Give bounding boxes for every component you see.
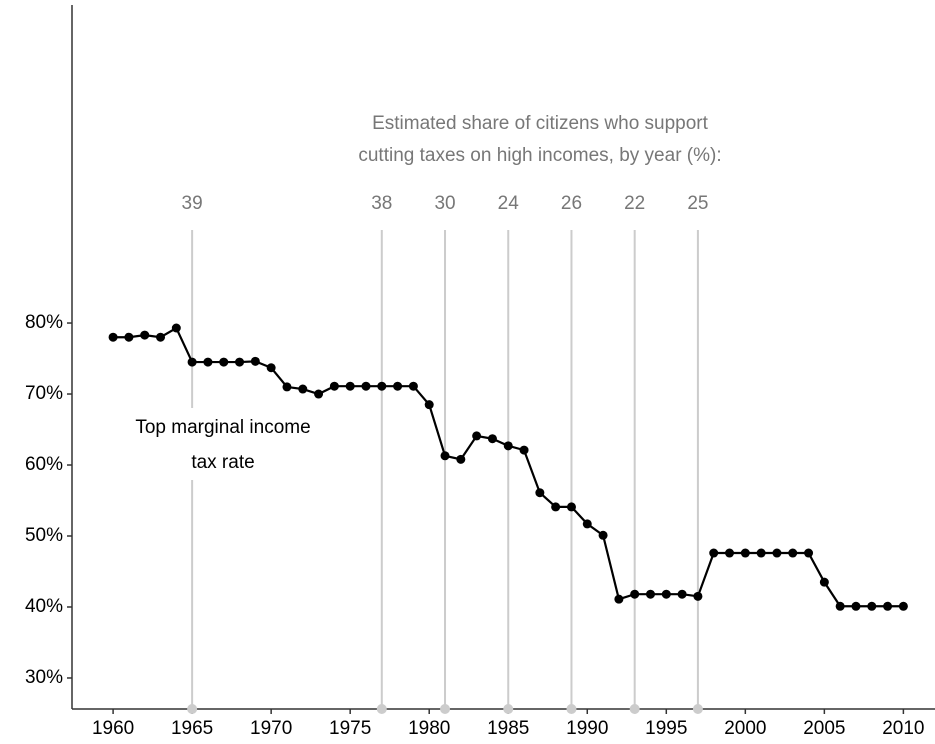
point: [424, 400, 434, 410]
point: [487, 434, 497, 444]
point: [361, 381, 371, 391]
point: [819, 577, 829, 587]
survey-label: 39: [182, 193, 203, 214]
x-tick-label: 1990: [566, 718, 608, 739]
point: [171, 323, 181, 333]
chart-title: cutting taxes on high incomes, by year (…: [358, 145, 721, 166]
x-tick-label: 2005: [803, 718, 845, 739]
point: [898, 601, 908, 611]
point: [298, 384, 308, 394]
survey-label: 24: [498, 193, 520, 214]
point: [614, 594, 624, 604]
point: [661, 589, 671, 599]
y-tick-label: 80%: [25, 312, 63, 333]
point: [835, 601, 845, 611]
point: [219, 357, 229, 367]
point: [630, 589, 640, 599]
x-tick-label: 1985: [487, 718, 529, 739]
point: [867, 601, 877, 611]
point: [725, 548, 735, 558]
point: [772, 548, 782, 558]
point: [566, 502, 576, 512]
point: [788, 548, 798, 558]
survey-dot: [503, 704, 514, 714]
point: [456, 454, 466, 464]
point: [740, 548, 750, 558]
point: [551, 502, 561, 512]
point: [472, 431, 482, 441]
survey-dot: [692, 704, 703, 714]
point: [187, 357, 197, 367]
point: [598, 530, 608, 540]
annotation: Top marginal income: [135, 417, 310, 438]
x-tick-label: 1980: [408, 718, 450, 739]
point: [582, 519, 592, 529]
point: [377, 381, 387, 391]
survey-label: 25: [687, 193, 708, 214]
x-tick-label: 1995: [645, 718, 687, 739]
survey-dot: [629, 704, 640, 714]
survey-dot: [566, 704, 577, 714]
survey-label: 22: [624, 193, 645, 214]
annotation-bg: [105, 408, 341, 480]
point: [314, 389, 324, 399]
point: [140, 330, 150, 340]
point: [709, 548, 719, 558]
point: [235, 357, 245, 367]
point: [677, 589, 687, 599]
point: [345, 381, 355, 391]
point: [408, 381, 418, 391]
point: [756, 548, 766, 558]
point: [393, 381, 403, 391]
survey-label: 30: [434, 193, 455, 214]
annotation: tax rate: [191, 452, 254, 473]
y-tick-label: 40%: [25, 596, 63, 617]
point: [282, 382, 292, 392]
survey-label: 26: [561, 193, 582, 214]
y-tick-label: 70%: [25, 383, 63, 404]
y-tick-label: 50%: [25, 525, 63, 546]
point: [108, 332, 118, 342]
survey-dot: [440, 704, 451, 714]
x-tick-label: 1970: [250, 718, 292, 739]
survey-label: 38: [371, 193, 392, 214]
point: [883, 601, 893, 611]
y-tick-label: 60%: [25, 454, 63, 475]
chart-title: Estimated share of citizens who support: [372, 113, 709, 134]
x-tick-label: 1965: [171, 718, 213, 739]
x-tick-label: 1960: [92, 718, 134, 739]
y-tick-label: 30%: [25, 667, 63, 688]
point: [440, 451, 450, 461]
point: [535, 488, 545, 498]
point: [124, 332, 134, 342]
x-tick-label: 2000: [724, 718, 766, 739]
point: [203, 357, 213, 367]
x-tick-label: 2010: [882, 718, 924, 739]
point: [329, 381, 339, 391]
point: [645, 589, 655, 599]
point: [250, 356, 260, 366]
point: [503, 441, 513, 451]
survey-dot: [376, 704, 387, 714]
point: [804, 548, 814, 558]
point: [266, 363, 276, 373]
point: [519, 445, 529, 455]
point: [851, 601, 861, 611]
point: [693, 591, 703, 601]
point: [156, 332, 166, 342]
x-tick-label: 1975: [329, 718, 371, 739]
survey-dot: [187, 704, 198, 714]
